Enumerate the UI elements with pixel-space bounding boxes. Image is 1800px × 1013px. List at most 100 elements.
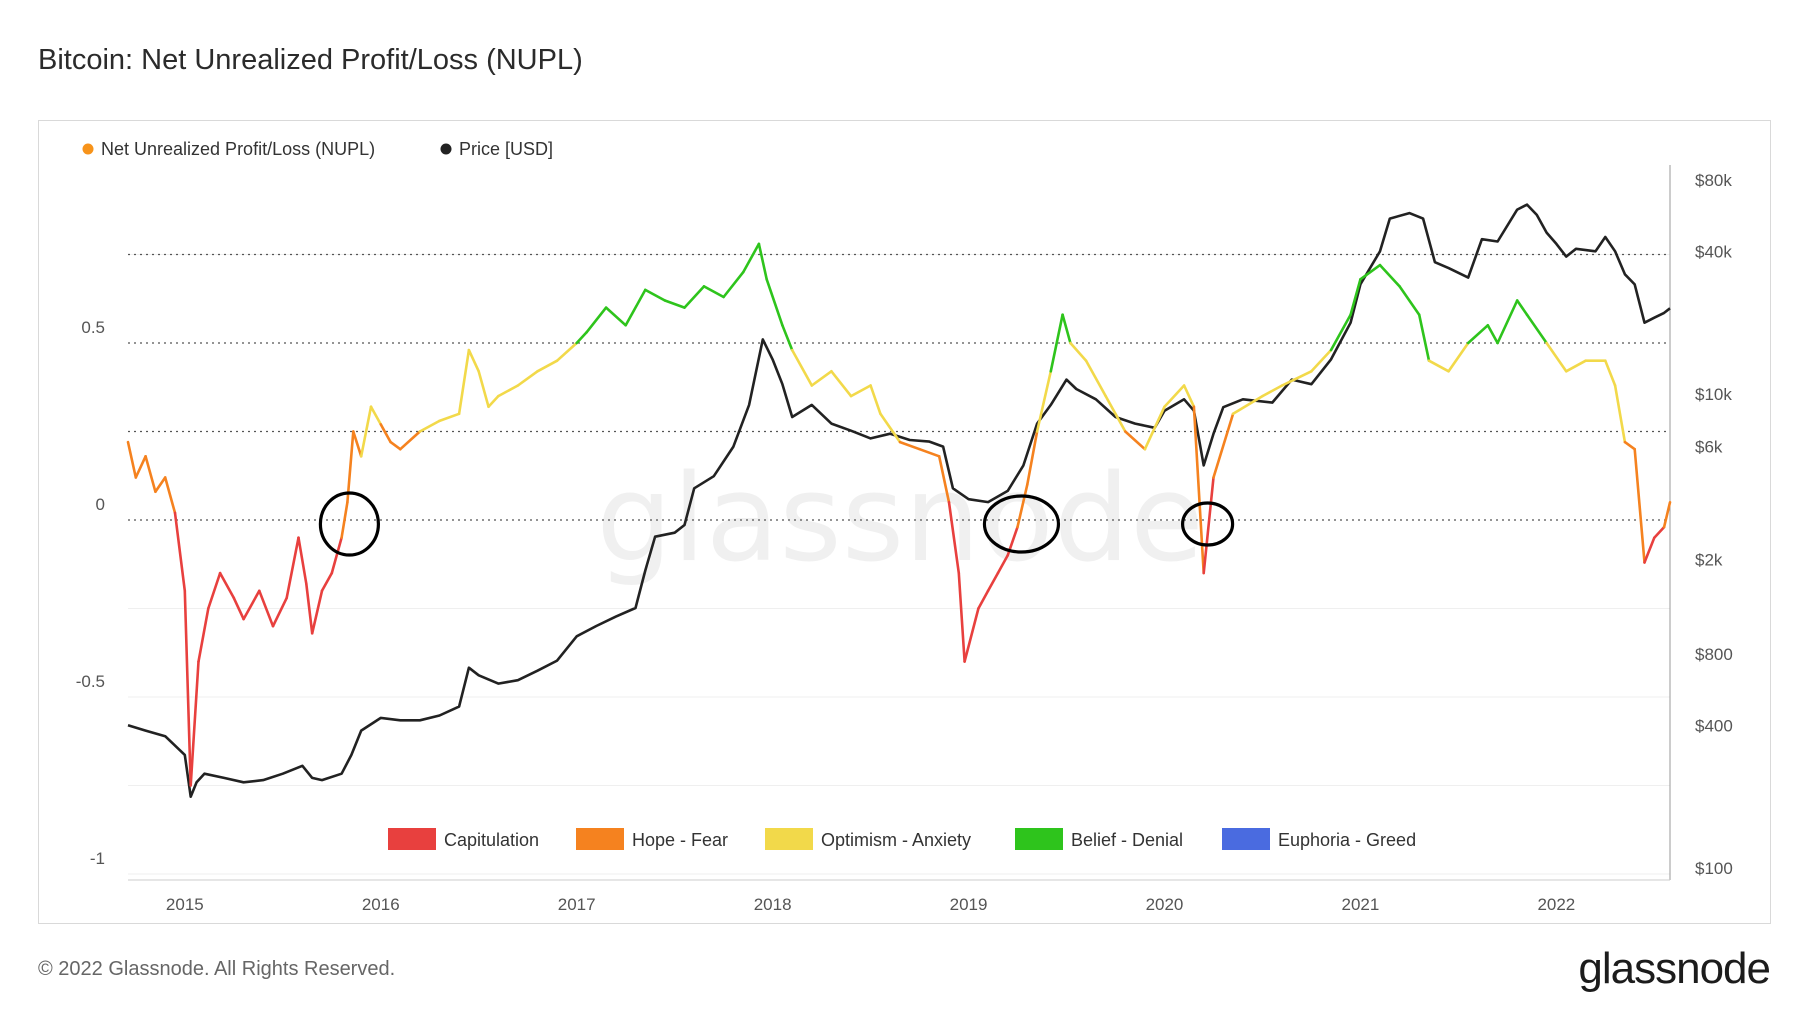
nupl-segment (496, 384, 520, 398)
nupl-segment (1623, 440, 1636, 451)
nupl-segment (1398, 285, 1421, 317)
y-left-tick-label: 0.5 (81, 318, 105, 337)
nupl-segment (1633, 447, 1646, 564)
nupl-segment (918, 447, 941, 458)
nupl-segment (398, 430, 422, 451)
nupl-segment (1069, 341, 1088, 363)
watermark-text: glassnode (596, 450, 1204, 589)
nupl-segment (1643, 536, 1656, 564)
nupl-segment (1427, 359, 1450, 373)
nupl-segment (790, 348, 814, 387)
nupl-segment (1604, 359, 1617, 387)
nupl-segment (154, 476, 167, 494)
y-right-tick-label: $100 (1695, 859, 1733, 878)
nupl-segment (1231, 394, 1264, 416)
annotation-circle (1180, 501, 1235, 547)
nupl-segment (126, 440, 138, 479)
nupl-segment (340, 500, 349, 540)
x-tick-label: 2019 (950, 895, 988, 914)
x-tick-label: 2022 (1537, 895, 1575, 914)
nupl-segment (663, 299, 686, 309)
x-tick-label: 2021 (1342, 895, 1380, 914)
nupl-segment (285, 536, 300, 600)
nupl-segment (1124, 430, 1147, 451)
nupl-segment (947, 500, 961, 575)
nupl-segment (977, 589, 990, 610)
nupl-segment (438, 412, 461, 423)
nupl-segment (1486, 323, 1499, 345)
nupl-segment (849, 384, 872, 398)
nupl-segment (702, 285, 725, 299)
nupl-segment (183, 589, 192, 787)
y-left-tick-label: 0 (96, 495, 105, 514)
nupl-segment (1417, 313, 1431, 363)
nupl-segment (1515, 299, 1529, 317)
x-tick-label: 2018 (754, 895, 792, 914)
legend-bottom-label[interactable]: Hope - Fear (632, 830, 728, 850)
y-right-tick-label: $400 (1695, 716, 1733, 735)
nupl-segment (1104, 394, 1127, 433)
nupl-segment (218, 571, 236, 600)
nupl-segment (257, 589, 275, 628)
nupl-segment (1280, 369, 1313, 387)
nupl-segment (1143, 405, 1166, 451)
y-left-tick-label: -1 (90, 849, 105, 868)
nupl-segment (369, 405, 383, 426)
nupl-segment (379, 423, 392, 444)
page-title: Bitcoin: Net Unrealized Profit/Loss (NUP… (38, 44, 583, 76)
nupl-segment (1202, 476, 1215, 575)
legend-swatch (1015, 828, 1063, 850)
nupl-segment (330, 536, 343, 575)
nupl-segment (1035, 369, 1053, 433)
legend-swatch (765, 828, 813, 850)
y-right-tick-label: $2k (1695, 551, 1723, 570)
nupl-segment (1564, 359, 1587, 373)
nupl-segment (1261, 384, 1284, 398)
nupl-segment (1447, 341, 1470, 373)
glassnode-logo[interactable]: glassnode (1578, 944, 1771, 993)
legend-bottom-label[interactable]: Capitulation (444, 830, 539, 850)
legend-swatch (576, 828, 624, 850)
nupl-segment (351, 430, 363, 458)
x-tick-label: 2017 (558, 895, 596, 914)
legend-dot (82, 143, 94, 155)
copyright-footer: © 2022 Glassnode. All Rights Reserved. (38, 958, 396, 980)
nupl-segment (1545, 341, 1568, 373)
nupl-segment (467, 348, 481, 373)
nupl-segment (1613, 384, 1627, 444)
legend-bottom-label[interactable]: Belief - Denial (1071, 830, 1183, 850)
nupl-segment (207, 571, 222, 610)
nupl-segment (963, 607, 980, 663)
nupl-segment (389, 440, 402, 451)
annotation-circle (982, 494, 1061, 554)
nupl-segment (1329, 313, 1352, 352)
legend-bottom-label[interactable]: Optimism - Anxiety (821, 830, 971, 850)
nupl-segment (487, 394, 500, 409)
nupl-segment (163, 476, 177, 515)
nupl-segment (643, 288, 667, 302)
x-tick-label: 2020 (1146, 895, 1184, 914)
legend-top-label[interactable]: Net Unrealized Profit/Loss (NUPL) (101, 139, 375, 159)
nupl-segment (477, 369, 490, 409)
nupl-segment (810, 369, 833, 387)
nupl-segment (189, 660, 200, 787)
y-right-tick-label: $800 (1695, 645, 1733, 664)
nupl-segment (722, 270, 745, 299)
nupl-segment (624, 288, 647, 327)
legend-bottom-label[interactable]: Euphoria - Greed (1278, 830, 1416, 850)
nupl-segment (604, 306, 628, 327)
nupl-segment (741, 242, 761, 274)
nupl-segment (1310, 348, 1333, 373)
legend-top-label[interactable]: Price [USD] (459, 139, 553, 159)
nupl-segment (516, 369, 539, 387)
nupl-segment (869, 384, 882, 416)
nupl-segment (1525, 313, 1548, 345)
legend-swatch (1222, 828, 1270, 850)
nupl-segment (1182, 384, 1196, 409)
nupl-segment (555, 341, 579, 363)
nupl-segment (536, 359, 559, 373)
nupl-segment (271, 596, 289, 628)
nupl-segment (310, 589, 324, 635)
nupl-segment (683, 285, 706, 309)
nupl-segment (1496, 299, 1519, 345)
